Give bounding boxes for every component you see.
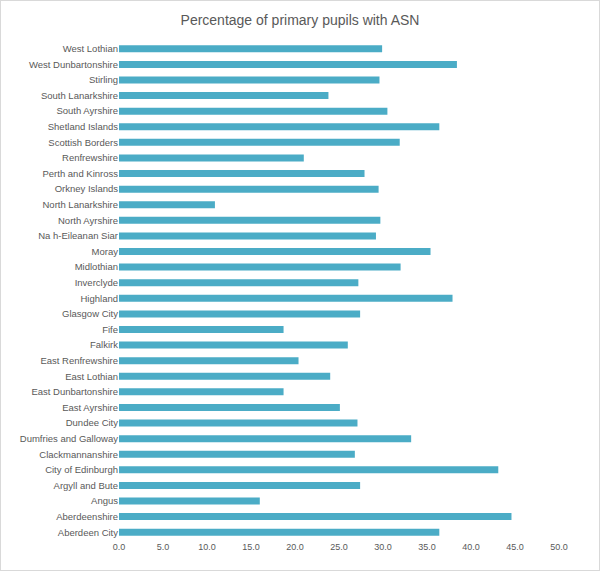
svg-text:10.0: 10.0 (198, 542, 216, 552)
svg-text:Na h-Eileanan Siar: Na h-Eileanan Siar (38, 230, 118, 241)
svg-text:Glasgow City: Glasgow City (62, 308, 118, 319)
svg-text:Dundee City: Dundee City (66, 417, 119, 428)
svg-text:Percentage of primary pupils w: Percentage of primary pupils with ASN (181, 12, 420, 28)
svg-text:50.0: 50.0 (550, 542, 568, 552)
svg-text:Midlothian: Midlothian (75, 261, 118, 272)
svg-text:25.0: 25.0 (330, 542, 348, 552)
svg-text:North Ayrshire: North Ayrshire (58, 215, 118, 226)
svg-text:Aberdeen City: Aberdeen City (58, 527, 118, 538)
svg-text:East Renfrewshire: East Renfrewshire (40, 355, 118, 366)
svg-text:City of Edinburgh: City of Edinburgh (45, 464, 118, 475)
svg-text:Falkirk: Falkirk (90, 339, 118, 350)
svg-text:35.0: 35.0 (418, 542, 436, 552)
svg-text:Angus: Angus (91, 495, 118, 506)
svg-text:West Lothian: West Lothian (63, 43, 118, 54)
svg-text:5.0: 5.0 (157, 542, 170, 552)
svg-text:Dumfries and Galloway: Dumfries and Galloway (20, 433, 118, 444)
svg-text:West Dunbartonshire: West Dunbartonshire (29, 59, 118, 70)
svg-text:Shetland Islands: Shetland Islands (48, 121, 118, 132)
svg-text:East Lothian: East Lothian (65, 371, 118, 382)
svg-text:Clackmannanshire: Clackmannanshire (39, 449, 118, 460)
svg-text:40.0: 40.0 (462, 542, 480, 552)
svg-text:Moray: Moray (92, 246, 119, 257)
svg-text:South Ayrshire: South Ayrshire (56, 105, 118, 116)
svg-text:Stirling: Stirling (89, 74, 118, 85)
svg-text:30.0: 30.0 (374, 542, 392, 552)
svg-text:20.0: 20.0 (286, 542, 304, 552)
svg-text:Inverclyde: Inverclyde (75, 277, 118, 288)
svg-text:Highland: Highland (81, 293, 119, 304)
svg-text:South Lanarkshire: South Lanarkshire (41, 90, 118, 101)
svg-text:East Ayrshire: East Ayrshire (62, 402, 118, 413)
svg-text:Aberdeenshire: Aberdeenshire (56, 511, 118, 522)
svg-text:North Lanarkshire: North Lanarkshire (42, 199, 118, 210)
svg-text:0.0: 0.0 (113, 542, 126, 552)
svg-text:Renfrewshire: Renfrewshire (62, 152, 118, 163)
svg-text:Orkney Islands: Orkney Islands (55, 183, 119, 194)
svg-text:East Dunbartonshire: East Dunbartonshire (31, 386, 118, 397)
svg-text:Argyll and Bute: Argyll and Bute (54, 480, 118, 491)
svg-text:15.0: 15.0 (242, 542, 260, 552)
svg-text:Fife: Fife (102, 324, 118, 335)
svg-text:Scottish Borders: Scottish Borders (48, 137, 118, 148)
svg-text:Perth and Kinross: Perth and Kinross (42, 168, 118, 179)
svg-text:45.0: 45.0 (506, 542, 524, 552)
